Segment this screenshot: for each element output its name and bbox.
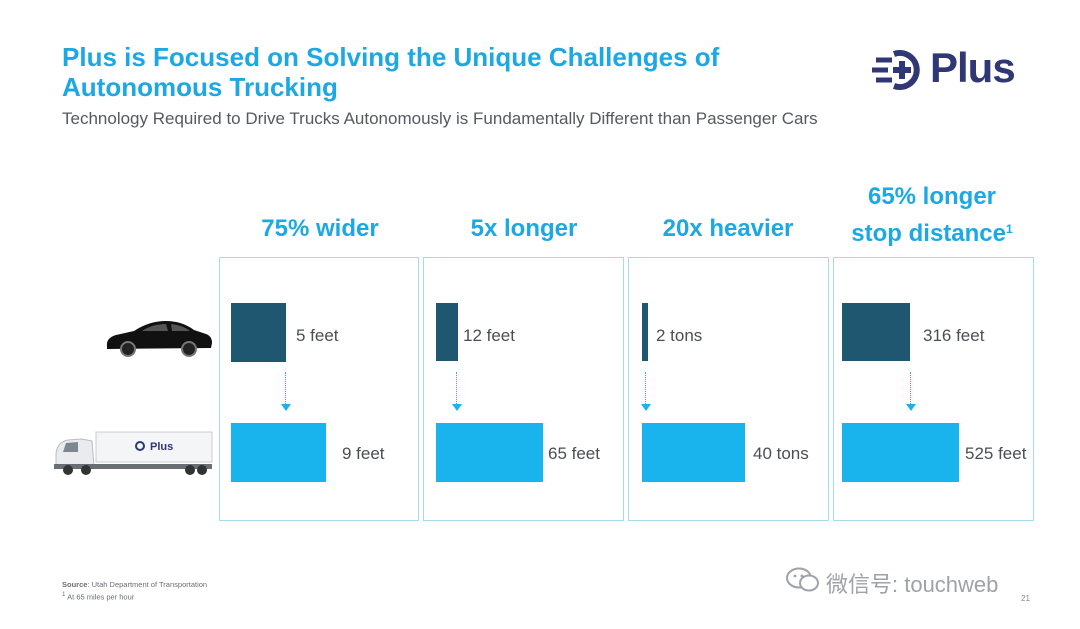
car-length-bar — [436, 303, 458, 361]
slide-subtitle: Technology Required to Drive Trucks Auto… — [62, 109, 818, 128]
car-weight-bar — [642, 303, 648, 361]
car-icon — [106, 321, 212, 357]
source-text: : Utah Department of Transportation — [87, 580, 208, 589]
truck-width-value: 9 feet — [342, 444, 385, 463]
arrow-down-icon — [456, 372, 457, 404]
arrow-head-icon — [452, 404, 462, 411]
heading-stop-line2-text: stop distance — [851, 220, 1006, 247]
car-stop-bar — [842, 303, 910, 361]
footnote-line: 1 At 65 miles per hour — [62, 590, 207, 603]
arrow-head-icon — [641, 404, 651, 411]
car-width-value: 5 feet — [296, 326, 339, 345]
truck-width-bar — [231, 423, 326, 482]
footnote-text: At 65 miles per hour — [65, 592, 135, 602]
truck-weight-bar — [642, 423, 745, 482]
arrow-head-icon — [281, 404, 291, 411]
wechat-icon — [786, 567, 819, 592]
car-weight-value: 2 tons — [656, 326, 703, 345]
watermark: 微信号: touchweb — [786, 567, 999, 599]
panel-weight — [628, 257, 829, 521]
panel-stop-distance — [833, 257, 1034, 521]
slide-title: Plus is Focused on Solving the Unique Ch… — [62, 42, 720, 102]
footnote-line-mark: 1 — [62, 591, 66, 598]
truck-stop-bar — [842, 423, 959, 482]
plus-logo-icon — [872, 50, 920, 90]
source-label: Source — [62, 580, 88, 589]
truck-stop-value: 525 feet — [965, 444, 1027, 463]
arrow-down-icon — [910, 372, 911, 404]
arrow-down-icon — [285, 372, 286, 404]
source-note: Source: Utah Department of Transportatio… — [62, 580, 207, 603]
car-width-bar — [231, 303, 286, 362]
heading-longer: 5x longer — [470, 215, 578, 242]
panel-length — [423, 257, 624, 521]
page-number: 21 — [1021, 594, 1030, 603]
plus-logo-text: Plus — [930, 44, 1016, 91]
heading-stop-distance: 65% longer stop distance1 — [832, 182, 1032, 249]
source-line: Source: Utah Department of Transportatio… — [62, 580, 207, 590]
panel-width — [219, 257, 419, 521]
footnote-mark: 1 — [1006, 222, 1013, 236]
car-length-value: 12 feet — [463, 326, 515, 345]
truck-length-value: 65 feet — [548, 444, 600, 463]
car-stop-value: 316 feet — [923, 326, 985, 345]
heading-wider: 75% wider — [261, 215, 379, 242]
heading-heavier: 20x heavier — [662, 215, 794, 242]
heading-stop-line2: stop distance1 — [832, 214, 1032, 249]
plus-logo: Plus — [872, 40, 1042, 100]
watermark-text: 微信号: touchweb — [826, 572, 999, 597]
truck-icon: Plus — [54, 431, 213, 475]
truck-weight-value: 40 tons — [753, 444, 809, 463]
truck-plus-logo: Plus — [150, 441, 173, 453]
arrow-down-icon — [645, 372, 646, 404]
truck-length-bar — [436, 423, 543, 482]
heading-stop-line1: 65% longer — [867, 183, 997, 210]
arrow-head-icon — [906, 404, 916, 411]
